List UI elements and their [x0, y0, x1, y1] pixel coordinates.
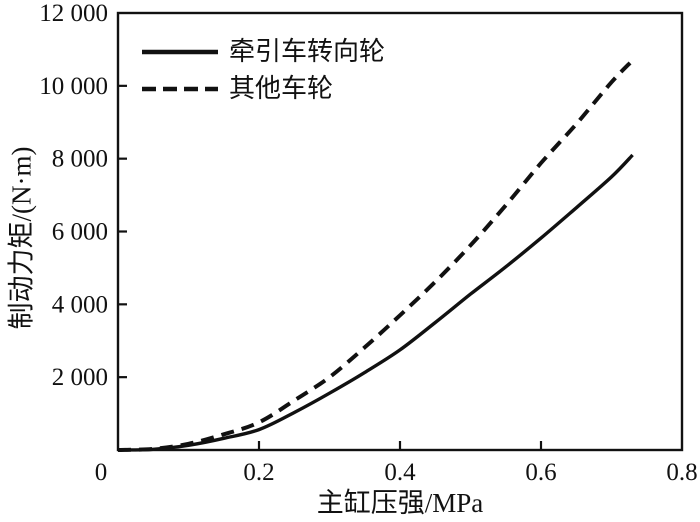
- curve-solid: [117, 153, 634, 452]
- axis-ticks: 0 0.2 0.4 0.6 0.8 2 000 4 000 6 000 8 000 10 000 1…: [39, 0, 697, 486]
- dashed-line-sample-icon: [142, 86, 218, 91]
- x-axis-title: 主缸压强/MPa: [316, 488, 484, 518]
- svg-text:0.2: 0.2: [243, 459, 274, 486]
- y-axis-title: 制动力矩/(N·m): [6, 146, 37, 330]
- svg-text:0.6: 0.6: [525, 459, 556, 486]
- svg-text:4 000: 4 000: [52, 291, 108, 318]
- curve-dashed: [117, 58, 635, 452]
- legend-item-tractor-steering-wheel: 牵引车转向轮: [142, 33, 385, 70]
- data-curves: [117, 58, 635, 452]
- legend: 牵引车转向轮 其他车轮: [142, 33, 385, 107]
- svg-text:12 000: 12 000: [39, 0, 108, 27]
- svg-text:8 000: 8 000: [52, 146, 108, 173]
- svg-text:0.4: 0.4: [384, 459, 416, 486]
- svg-text:2 000: 2 000: [52, 364, 108, 391]
- legend-item-other-wheels: 其他车轮: [142, 70, 385, 107]
- svg-text:0: 0: [95, 459, 108, 486]
- solid-line-sample-icon: [142, 49, 218, 54]
- legend-label-other-wheels: 其他车轮: [229, 73, 334, 103]
- legend-label-tractor-steering-wheel: 牵引车转向轮: [229, 36, 386, 66]
- svg-text:10 000: 10 000: [39, 73, 108, 100]
- svg-text:0.8: 0.8: [666, 459, 697, 486]
- svg-text:6 000: 6 000: [52, 219, 108, 246]
